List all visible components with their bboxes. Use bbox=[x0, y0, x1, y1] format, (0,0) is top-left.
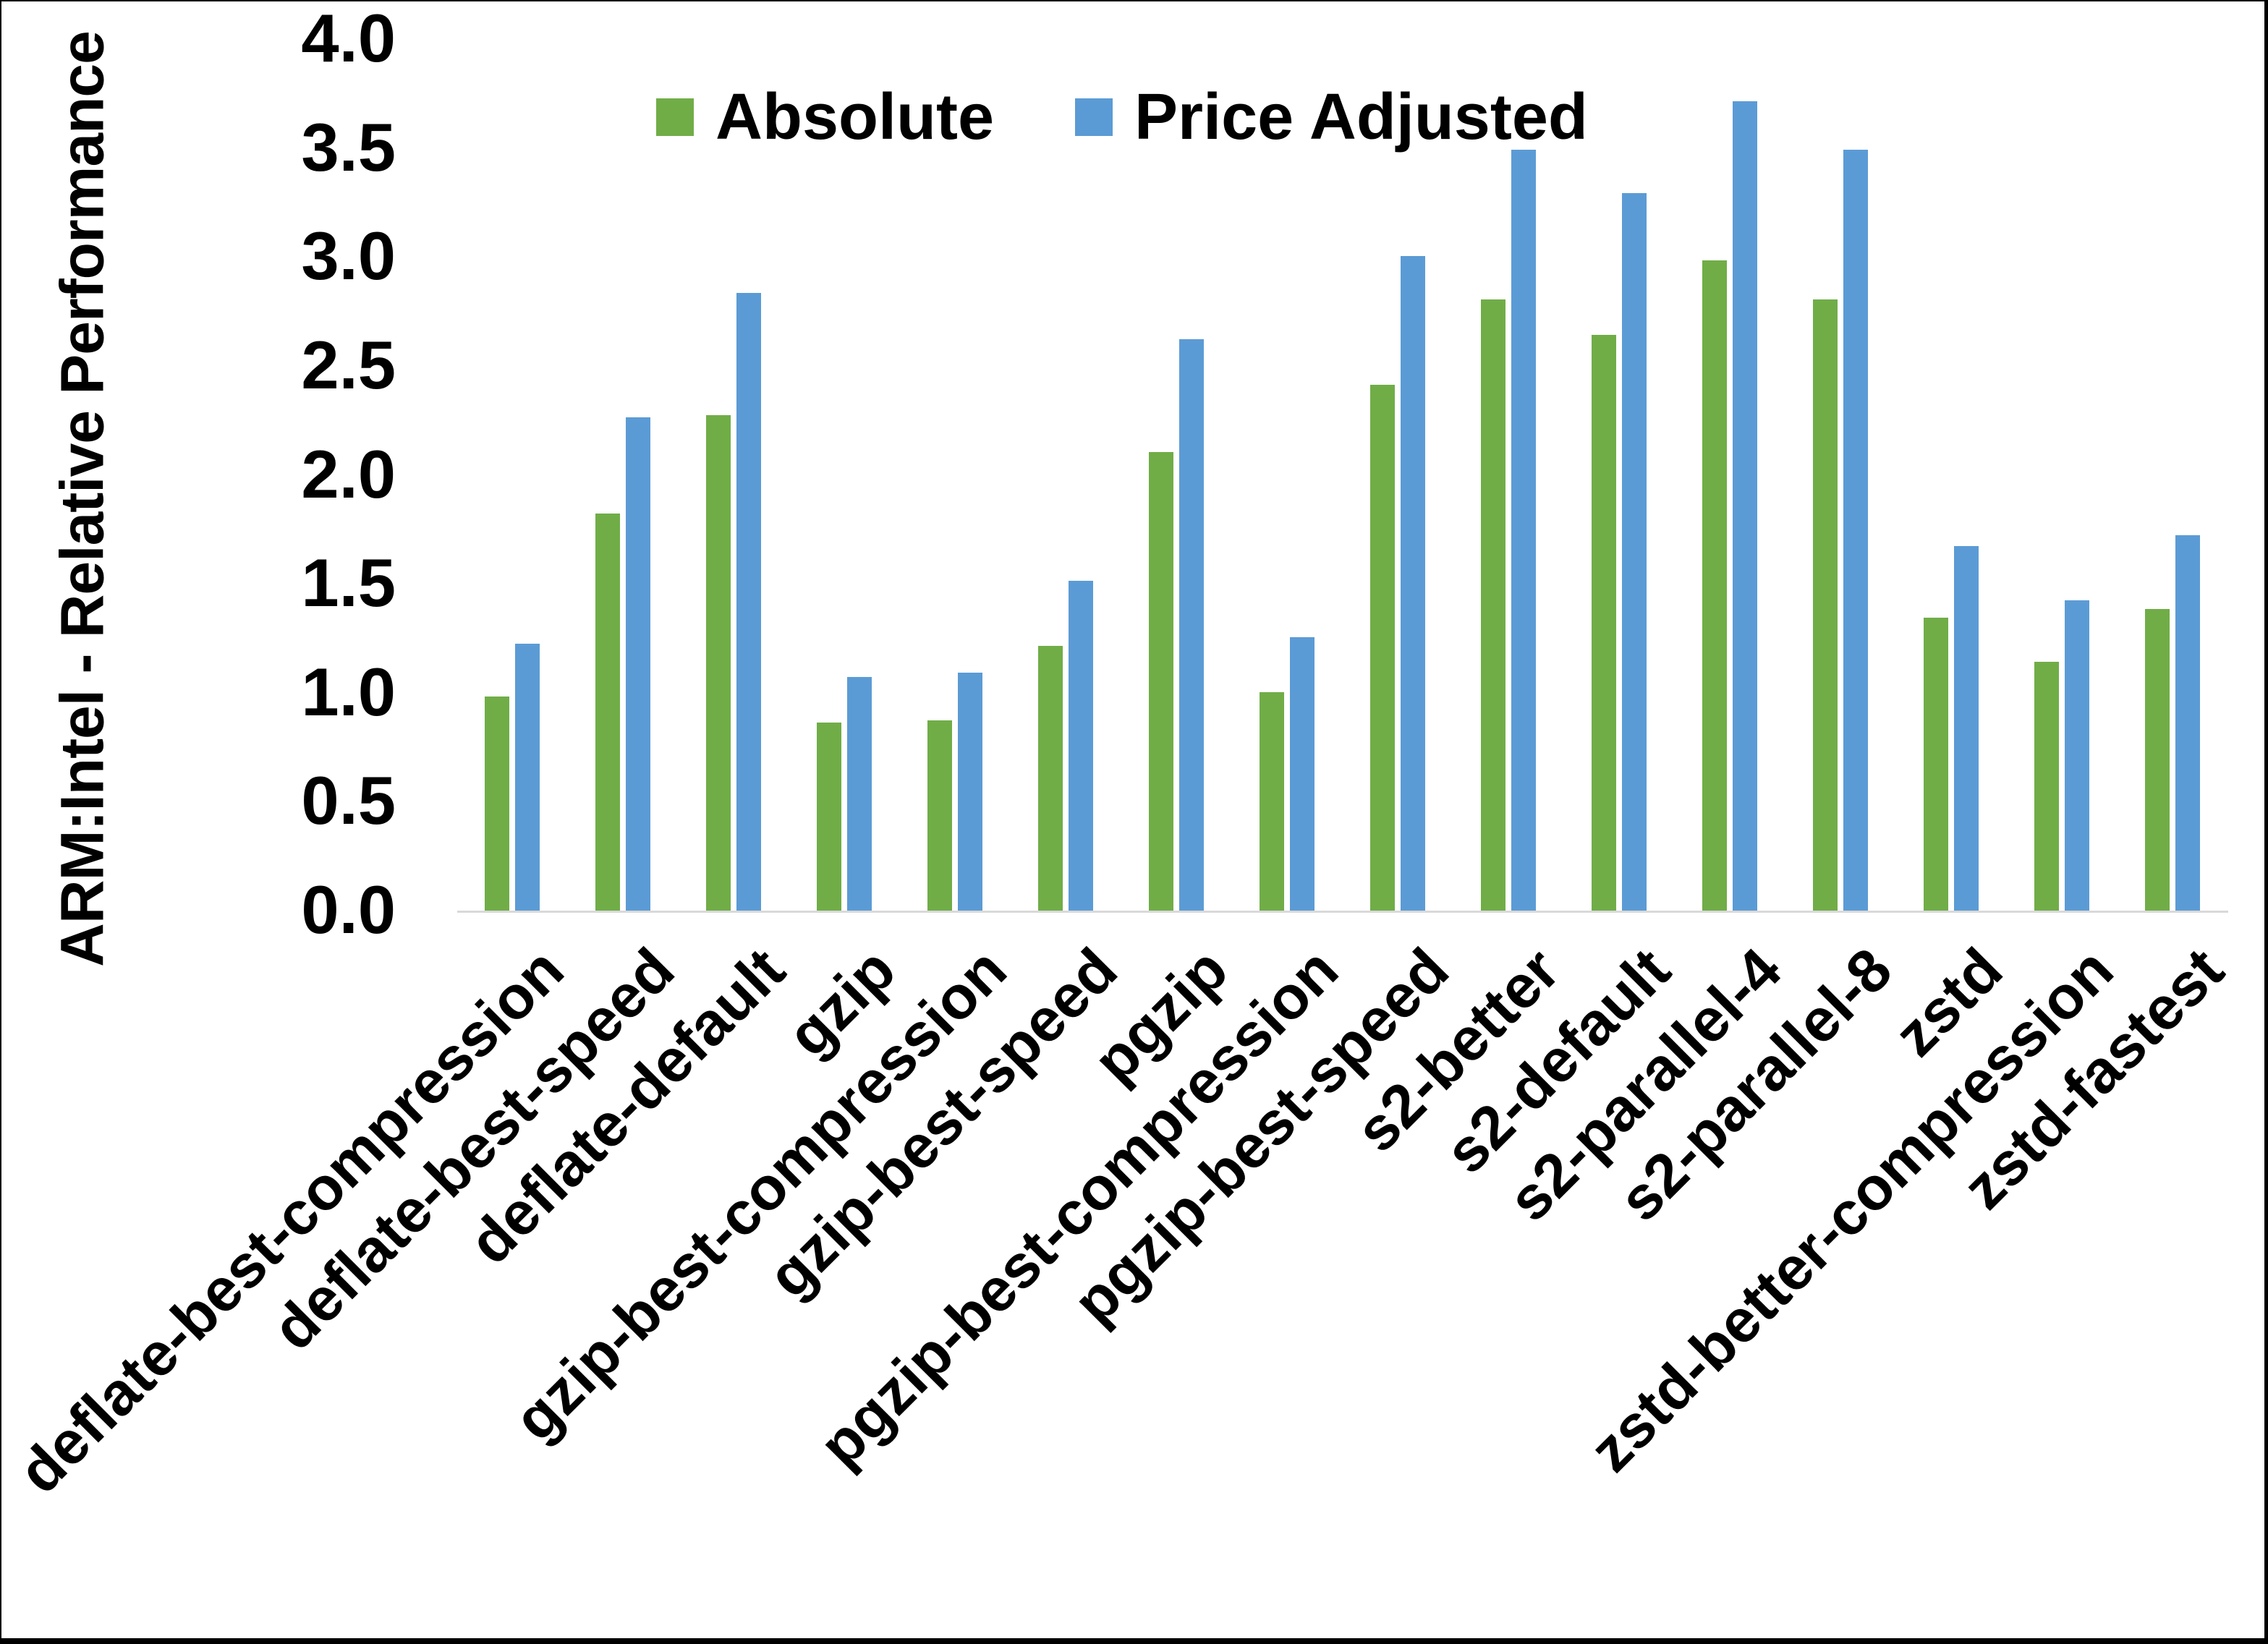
bar-absolute-zstd-better-compression bbox=[2034, 662, 2059, 912]
legend-item-absolute: Absolute bbox=[656, 85, 994, 150]
bar-price-adjusted-pgzip-best-compression bbox=[1290, 637, 1314, 912]
bar-absolute-deflate-best-speed bbox=[595, 514, 620, 912]
y-tick-label-3.5: 3.5 bbox=[301, 108, 396, 185]
bar-price-adjusted-s2-default bbox=[1622, 193, 1647, 912]
bar-absolute-zstd bbox=[1924, 618, 1948, 912]
bar-absolute-s2-parallel-4 bbox=[1702, 260, 1727, 912]
x-axis-line bbox=[457, 911, 2228, 913]
bar-absolute-s2-better bbox=[1481, 299, 1505, 912]
bar-absolute-deflate-best-compression bbox=[485, 697, 509, 912]
bar-price-adjusted-gzip bbox=[847, 677, 872, 912]
bar-price-adjusted-deflate-best-compression bbox=[515, 644, 540, 912]
bar-price-adjusted-s2-parallel-8 bbox=[1843, 150, 1868, 912]
bar-absolute-s2-default bbox=[1592, 335, 1616, 912]
y-tick-label-2.5: 2.5 bbox=[301, 327, 396, 404]
y-tick-label-0.0: 0.0 bbox=[301, 872, 396, 948]
bar-absolute-s2-parallel-8 bbox=[1813, 299, 1838, 912]
bar-price-adjusted-s2-better bbox=[1511, 150, 1536, 912]
right-border-line bbox=[2264, 1, 2268, 1644]
bar-price-adjusted-s2-parallel-4 bbox=[1733, 101, 1757, 912]
y-tick-label-0.5: 0.5 bbox=[301, 762, 396, 839]
bar-absolute-pgzip-best-speed bbox=[1370, 385, 1395, 912]
bar-price-adjusted-deflate-best-speed bbox=[626, 417, 650, 912]
y-tick-label-2.0: 2.0 bbox=[301, 435, 396, 512]
bar-absolute-gzip-best-compression bbox=[927, 720, 952, 912]
legend-label: Absolute bbox=[715, 81, 995, 153]
bar-price-adjusted-pgzip bbox=[1179, 339, 1204, 912]
bar-price-adjusted-zstd-better-compression bbox=[2065, 600, 2089, 912]
bottom-border-bar bbox=[1, 1638, 2268, 1644]
y-tick-label-1.5: 1.5 bbox=[301, 545, 396, 621]
legend-swatch-icon bbox=[656, 98, 694, 136]
bar-price-adjusted-gzip-best-compression bbox=[958, 673, 982, 912]
bar-absolute-pgzip bbox=[1149, 452, 1173, 912]
bar-absolute-pgzip-best-compression bbox=[1260, 692, 1284, 912]
chart-legend: Absolute Price Adjusted bbox=[656, 80, 1588, 155]
legend-item-price-adjusted: Price Adjusted bbox=[1075, 85, 1588, 150]
legend-label: Price Adjusted bbox=[1134, 81, 1588, 153]
bar-price-adjusted-pgzip-best-speed bbox=[1401, 256, 1425, 912]
y-tick-label-3.0: 3.0 bbox=[301, 218, 396, 294]
bar-absolute-gzip bbox=[817, 723, 841, 912]
bar-absolute-deflate-default bbox=[706, 415, 731, 912]
legend-swatch-icon bbox=[1075, 98, 1113, 136]
bar-price-adjusted-zstd-fastest bbox=[2175, 535, 2200, 912]
y-tick-label-1.0: 1.0 bbox=[301, 653, 396, 730]
bar-price-adjusted-gzip-best-speed bbox=[1069, 581, 1093, 912]
bar-price-adjusted-zstd bbox=[1954, 546, 1979, 912]
bar-price-adjusted-deflate-default bbox=[736, 293, 761, 912]
bar-absolute-zstd-fastest bbox=[2145, 609, 2170, 912]
bar-absolute-gzip-best-speed bbox=[1038, 646, 1063, 912]
y-tick-label-4.0: 4.0 bbox=[301, 0, 396, 77]
